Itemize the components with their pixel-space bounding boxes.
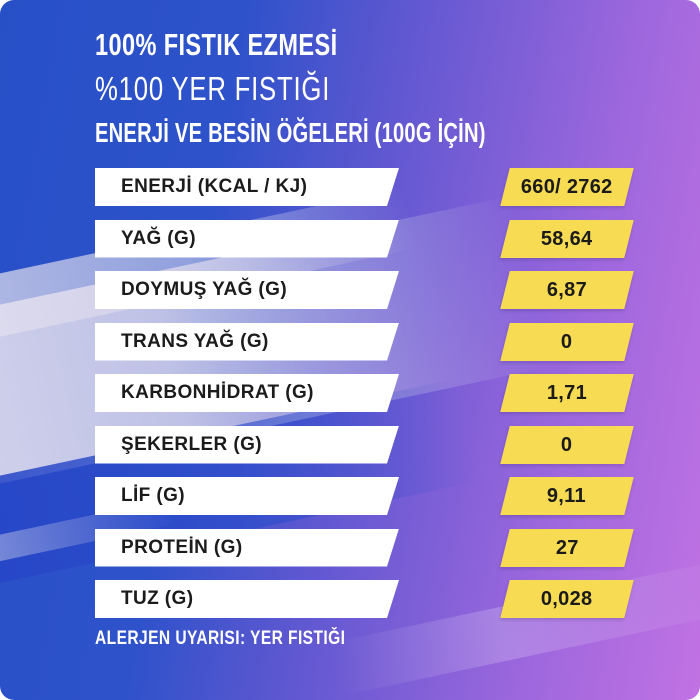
nutrient-label: TUZ (G) xyxy=(121,588,194,609)
nutrient-value-chip: 660/ 2762 xyxy=(500,168,634,206)
nutrient-value: 660/ 2762 xyxy=(521,175,613,198)
table-row: TUZ (G) 0,028 xyxy=(95,580,655,618)
allergen-warning-text: ALERJEN UYARISI: YER FISTIĞI xyxy=(95,628,346,649)
nutrient-label: YAĞ (G) xyxy=(121,227,196,249)
nutrient-value: 0,028 xyxy=(541,587,593,610)
nutrient-label: ENERJİ (KCAL / KJ) xyxy=(121,176,308,197)
product-subtitle-text: %100 YER FISTIĞI xyxy=(95,70,331,107)
nutrient-label-box: KARBONHİDRAT (G) xyxy=(95,374,399,412)
nutrient-label: DOYMUŞ YAĞ (G) xyxy=(121,279,288,300)
section-heading: ENERJİ VE BESİN ÖĞELERİ (100G İÇİN) xyxy=(95,117,638,149)
nutrition-table: ENERJİ (KCAL / KJ) 660/ 2762 YAĞ (G) 58,… xyxy=(95,168,655,632)
nutrient-label: PROTEİN (G) xyxy=(121,536,243,558)
allergen-warning: ALERJEN UYARISI: YER FISTIĞI xyxy=(95,628,400,650)
nutrient-label-box: LİF (G) xyxy=(95,477,399,515)
nutrient-label-box: YAĞ (G) xyxy=(95,220,399,258)
table-row: KARBONHİDRAT (G) 1,71 xyxy=(95,374,655,412)
table-row: ŞEKERLER (G) 0 xyxy=(95,425,655,464)
nutrient-label-box: DOYMUŞ YAĞ (G) xyxy=(95,271,399,309)
table-row: TRANS YAĞ (G) 0 xyxy=(95,322,655,361)
nutrient-value-chip: 6,87 xyxy=(500,271,634,309)
table-row: YAĞ (G) 58,64 xyxy=(95,219,655,258)
nutrient-label: ŞEKERLER (G) xyxy=(121,433,262,455)
nutrient-value-chip: 9,11 xyxy=(500,477,634,515)
nutrient-value: 58,64 xyxy=(541,227,593,249)
nutrient-value-chip: 0 xyxy=(500,425,634,464)
product-subtitle: %100 YER FISTIĞI xyxy=(95,70,397,108)
nutrient-value: 27 xyxy=(555,536,579,558)
nutrient-value: 6,87 xyxy=(546,278,588,301)
nutrient-value-chip: 1,71 xyxy=(500,374,634,412)
nutrient-value: 0 xyxy=(561,433,573,455)
nutrient-value: 1,71 xyxy=(546,381,588,404)
nutrient-value-chip: 27 xyxy=(500,528,634,567)
section-heading-text: ENERJİ VE BESİN ÖĞELERİ (100G İÇİN) xyxy=(95,117,486,148)
nutrient-value-chip: 58,64 xyxy=(500,219,634,258)
nutrient-label-box: ŞEKERLER (G) xyxy=(95,426,399,464)
table-row: PROTEİN (G) 27 xyxy=(95,528,655,567)
table-row: DOYMUŞ YAĞ (G) 6,87 xyxy=(95,271,655,309)
nutrient-label: LİF (G) xyxy=(121,485,186,506)
nutrient-value-chip: 0,028 xyxy=(500,580,634,618)
nutrient-label: KARBONHİDRAT (G) xyxy=(121,382,314,403)
nutrient-value: 9,11 xyxy=(547,484,587,507)
product-title: 100% FISTIK EZMESİ xyxy=(95,27,414,63)
nutrient-label-box: TRANS YAĞ (G) xyxy=(95,323,399,361)
nutrient-label-box: TUZ (G) xyxy=(95,580,399,618)
nutrient-value: 0 xyxy=(561,330,573,352)
nutrient-label: TRANS YAĞ (G) xyxy=(121,330,269,352)
nutrient-value-chip: 0 xyxy=(500,322,634,361)
table-row: LİF (G) 9,11 xyxy=(95,477,655,515)
nutrient-label-box: ENERJİ (KCAL / KJ) xyxy=(95,168,399,206)
nutrient-label-box: PROTEİN (G) xyxy=(95,529,399,567)
product-title-text: 100% FISTIK EZMESİ xyxy=(95,27,338,62)
table-row: ENERJİ (KCAL / KJ) 660/ 2762 xyxy=(95,168,655,206)
